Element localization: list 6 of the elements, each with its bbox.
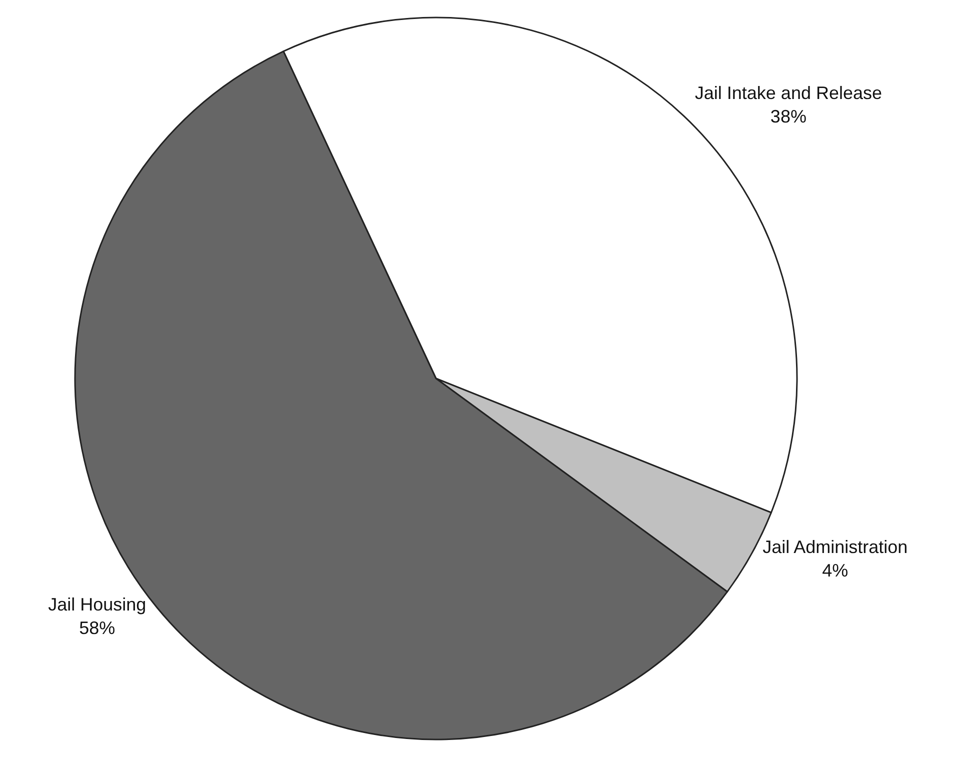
data-label: 4% — [822, 560, 848, 580]
data-label: 38% — [770, 106, 806, 126]
slice-label: Jail Administration — [762, 536, 908, 557]
slice-label: Jail Housing — [48, 594, 146, 615]
slice-label: Jail Intake and Release — [694, 83, 882, 104]
data-label: 58% — [79, 618, 116, 638]
